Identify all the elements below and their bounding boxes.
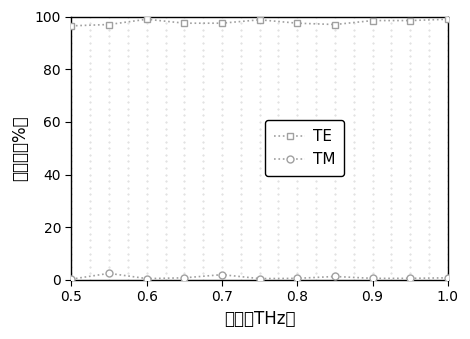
Y-axis label: 透射率（%）: 透射率（%） [11, 116, 29, 181]
TE [106, 22, 112, 26]
TM [370, 276, 376, 280]
TE [144, 17, 149, 21]
TE [257, 18, 262, 22]
TM [407, 276, 413, 280]
TE [332, 22, 338, 26]
TM [181, 276, 187, 280]
TM [144, 277, 149, 281]
TE [407, 19, 413, 23]
TM [69, 277, 74, 281]
TM [106, 271, 112, 275]
TM [257, 277, 262, 281]
TE [181, 21, 187, 25]
TE [445, 17, 451, 21]
TE [295, 21, 300, 25]
TM [445, 276, 451, 280]
TM [332, 275, 338, 279]
TE [370, 19, 376, 23]
TE [219, 21, 225, 25]
TE [69, 24, 74, 28]
X-axis label: 频率（THz）: 频率（THz） [224, 310, 296, 328]
TM [219, 273, 225, 277]
Line: TE: TE [68, 16, 451, 29]
Line: TM: TM [68, 270, 451, 283]
Legend: TE, TM: TE, TM [266, 120, 345, 176]
TM [295, 276, 300, 280]
